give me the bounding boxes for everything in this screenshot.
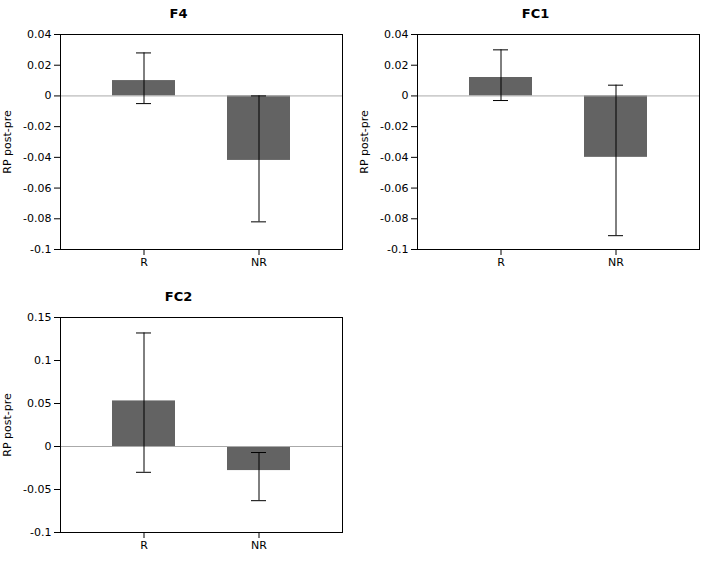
- svg-text:0.15: 0.15: [27, 311, 52, 324]
- svg-text:0.04: 0.04: [27, 28, 52, 41]
- svg-text:-0.05: -0.05: [23, 483, 51, 496]
- svg-text:0: 0: [402, 89, 409, 102]
- svg-text:-0.06: -0.06: [380, 182, 408, 195]
- svg-text:-0.04: -0.04: [23, 151, 51, 164]
- svg-text:0: 0: [45, 440, 52, 453]
- svg-text:-0.02: -0.02: [23, 120, 51, 133]
- svg-text:-0.1: -0.1: [30, 526, 51, 539]
- svg-text:NR: NR: [251, 256, 267, 269]
- svg-text:0.02: 0.02: [384, 59, 409, 72]
- svg-text:-0.1: -0.1: [30, 243, 51, 256]
- svg-text:-0.06: -0.06: [23, 182, 51, 195]
- svg-text:0.04: 0.04: [384, 28, 409, 41]
- svg-text:0: 0: [45, 89, 52, 102]
- svg-text:-0.04: -0.04: [380, 151, 408, 164]
- svg-text:R: R: [140, 256, 148, 269]
- html-text:FC1: FC1: [521, 6, 550, 21]
- svg-text:RP post-pre: RP post-pre: [358, 110, 371, 174]
- svg-text:RP post-pre: RP post-pre: [1, 393, 14, 457]
- svg-text:-0.02: -0.02: [380, 120, 408, 133]
- svg-text:0.02: 0.02: [27, 59, 52, 72]
- html-text:FC2: FC2: [164, 289, 193, 304]
- svg-text:-0.1: -0.1: [387, 243, 408, 256]
- svg-text:0.1: 0.1: [34, 354, 52, 367]
- svg-text:NR: NR: [251, 539, 267, 552]
- svg-text:R: R: [140, 539, 148, 552]
- svg-text:NR: NR: [608, 256, 624, 269]
- svg-text:0.05: 0.05: [27, 397, 52, 410]
- svg-text:RP post-pre: RP post-pre: [1, 110, 14, 174]
- svg-text:-0.08: -0.08: [380, 212, 408, 225]
- html-text:F4: F4: [169, 6, 188, 21]
- svg-text:R: R: [497, 256, 505, 269]
- svg-text:-0.08: -0.08: [23, 212, 51, 225]
